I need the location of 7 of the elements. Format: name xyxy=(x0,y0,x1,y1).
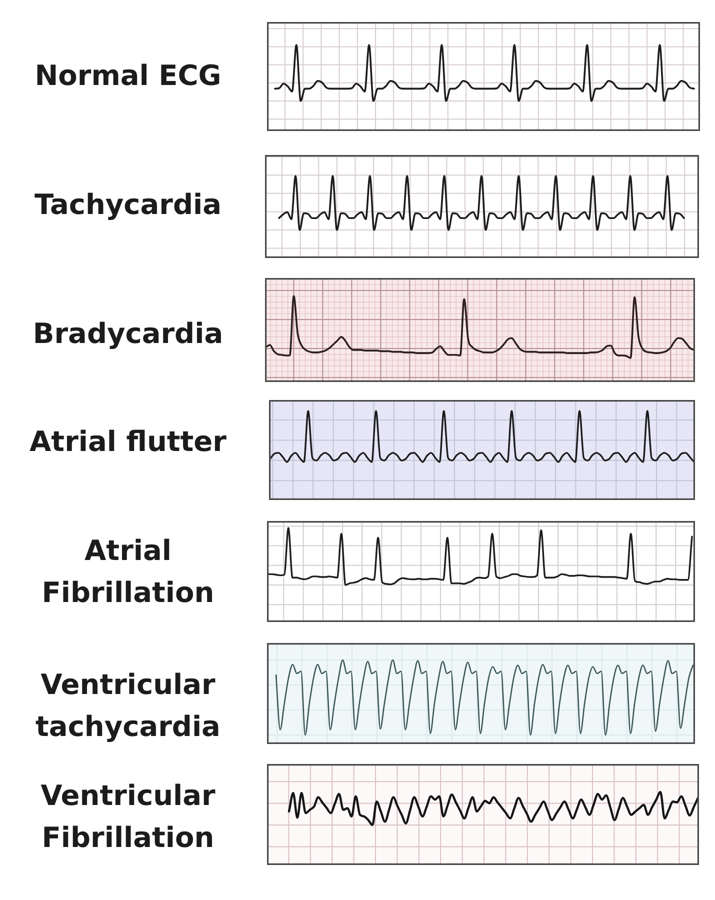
text: Bradycardia xyxy=(32,316,224,352)
chart-title: Tachycardia xyxy=(33,186,222,222)
text: Atrial flutter xyxy=(28,424,228,460)
text: Ventricular tachycardia xyxy=(34,666,222,744)
text: Atrial Fibrillation xyxy=(40,532,216,610)
text: Normal ECG xyxy=(34,58,222,94)
chart-title: Ventricular Fibrillation xyxy=(40,778,216,856)
